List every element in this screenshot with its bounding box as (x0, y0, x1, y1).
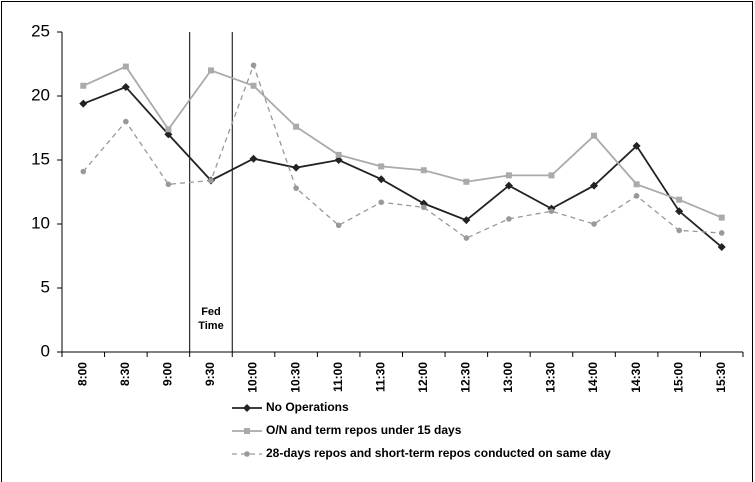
marker (378, 199, 385, 206)
x-tick-label: 13:00 (501, 362, 515, 393)
marker (244, 428, 250, 434)
x-tick-label: 10:30 (288, 362, 302, 393)
marker (208, 177, 214, 184)
marker (165, 181, 172, 188)
legend-label: 28-days repos and short-term repos condu… (266, 446, 611, 460)
marker (548, 208, 555, 214)
y-tick-label: 15 (31, 149, 50, 168)
marker (420, 204, 427, 211)
marker (633, 181, 640, 188)
series: 28-days repos and short-term repos condu… (80, 62, 725, 460)
x-tick-label: 12:30 (459, 362, 473, 393)
marker (591, 132, 598, 139)
x-tick-label: 14:00 (586, 362, 600, 393)
y-tick-label: 25 (31, 21, 50, 40)
marker (675, 207, 684, 216)
x-tick-label: 14:30 (629, 362, 643, 393)
series: O/N and term repos under 15 days (80, 63, 725, 437)
annotation: Time (198, 320, 223, 332)
marker (80, 168, 87, 175)
marker (463, 235, 470, 241)
x-tick-label: 8:30 (118, 362, 132, 386)
marker (633, 193, 640, 199)
marker (244, 451, 250, 457)
marker (548, 172, 555, 179)
marker (122, 63, 129, 70)
legend-label: No Operations (266, 400, 349, 414)
series-line (82, 63, 722, 239)
marker (505, 172, 512, 179)
marker (334, 156, 343, 164)
marker (207, 67, 214, 74)
marker (718, 214, 725, 221)
marker (378, 163, 385, 170)
marker (676, 196, 683, 203)
y-tick-label: 5 (41, 277, 50, 296)
x-tick-label: 12:00 (416, 362, 430, 393)
series-line (82, 65, 723, 219)
marker (293, 123, 300, 130)
marker (80, 82, 87, 89)
series: No Operations (79, 83, 726, 414)
marker (165, 126, 172, 133)
marker (250, 82, 257, 89)
x-tick-label: 11:30 (373, 362, 387, 392)
marker (420, 167, 427, 174)
marker (590, 181, 599, 190)
marker (632, 141, 641, 150)
marker (250, 62, 257, 69)
x-tick-label: 10:00 (246, 362, 260, 393)
marker (718, 230, 725, 236)
marker (504, 181, 513, 190)
marker (463, 178, 470, 185)
marker (79, 99, 88, 108)
x-tick-label: 15:00 (671, 362, 685, 393)
marker (164, 130, 173, 139)
marker (506, 216, 512, 222)
x-tick-label: 9:00 (161, 362, 175, 386)
annotation: Fed (201, 306, 221, 318)
marker (591, 221, 597, 227)
marker (121, 83, 130, 92)
marker (462, 216, 471, 225)
marker (676, 227, 682, 234)
x-tick-label: 8:00 (75, 362, 89, 386)
marker (335, 222, 342, 229)
legend-label: O/N and term repos under 15 days (266, 423, 462, 437)
marker (292, 163, 301, 172)
marker (377, 175, 386, 184)
x-tick-label: 15:30 (714, 362, 728, 393)
marker (335, 151, 342, 158)
marker (293, 185, 299, 191)
marker (123, 118, 129, 125)
marker (243, 404, 251, 412)
x-tick-label: 9:30 (203, 362, 217, 386)
marker (717, 243, 726, 252)
x-tick-label: 11:00 (331, 362, 345, 392)
y-tick-label: 10 (31, 213, 50, 232)
y-tick-label: 0 (41, 341, 50, 360)
x-tick-label: 13:30 (544, 362, 558, 393)
y-tick-label: 20 (31, 85, 50, 104)
series-line (82, 85, 723, 248)
marker (249, 154, 258, 163)
